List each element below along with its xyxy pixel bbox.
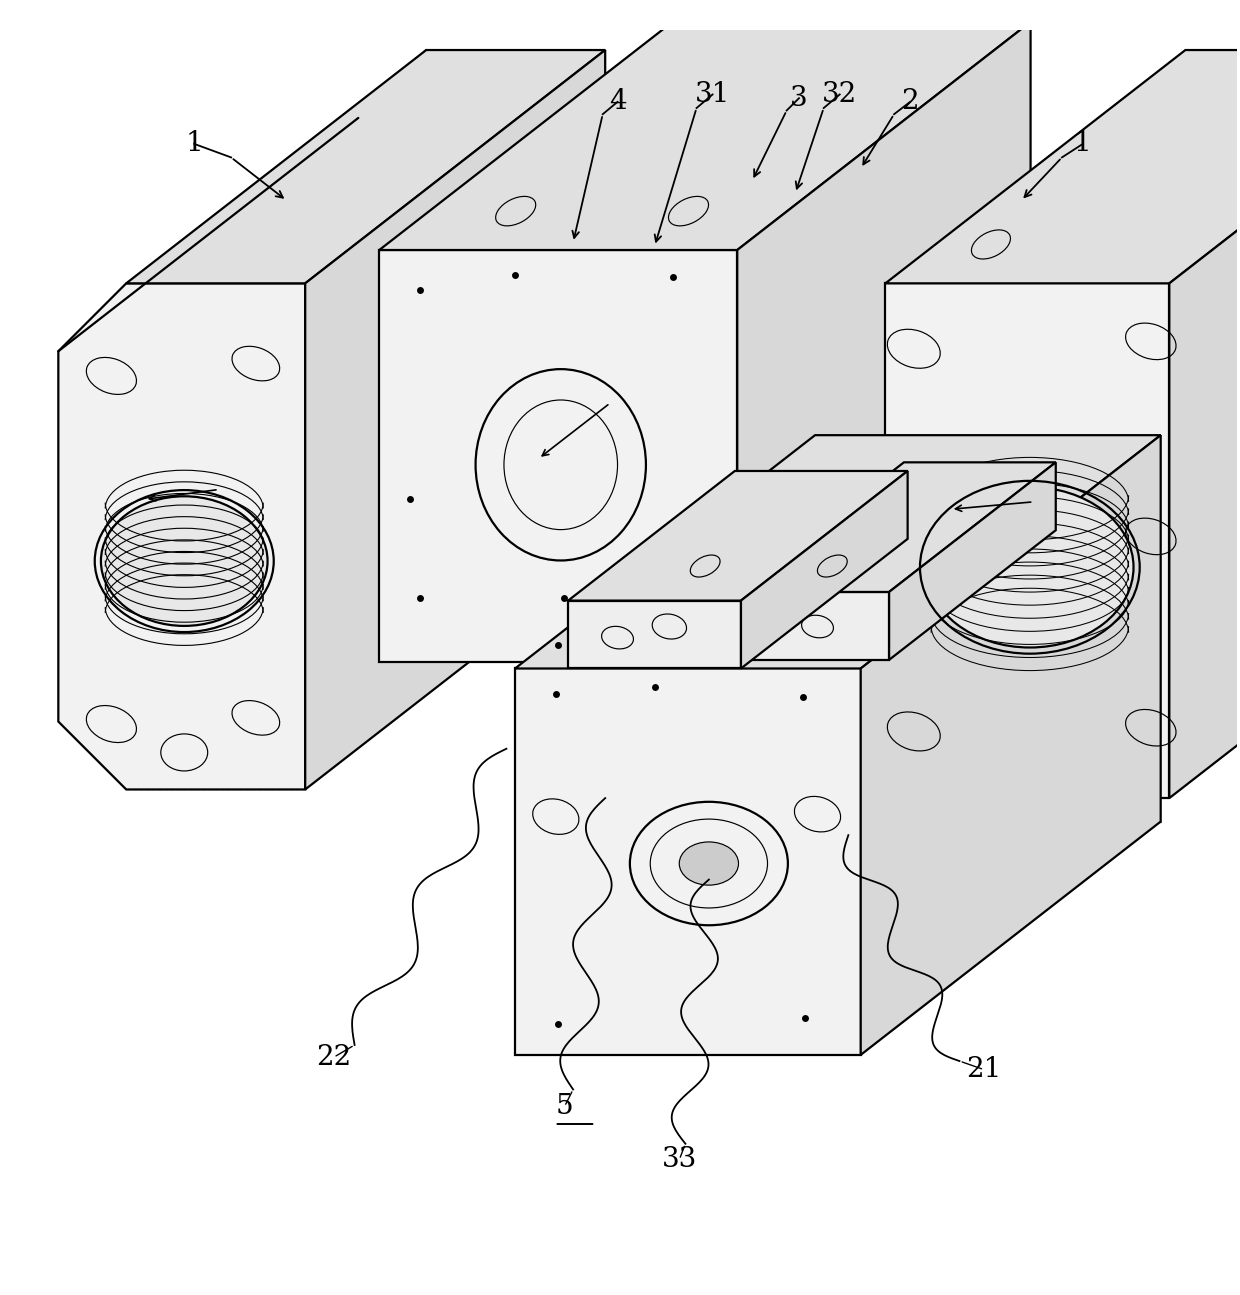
Text: 5: 5: [556, 1093, 573, 1120]
Text: 21: 21: [966, 1057, 1002, 1083]
Text: 3: 3: [790, 84, 807, 111]
Polygon shape: [379, 250, 738, 662]
Polygon shape: [568, 601, 742, 668]
Polygon shape: [305, 51, 605, 790]
Polygon shape: [515, 668, 861, 1055]
Polygon shape: [1169, 51, 1240, 798]
Text: 1: 1: [1074, 131, 1091, 158]
Text: 33: 33: [662, 1146, 697, 1173]
Ellipse shape: [680, 842, 739, 884]
Ellipse shape: [100, 496, 268, 625]
Text: 31: 31: [694, 82, 730, 107]
Polygon shape: [379, 22, 1030, 250]
Polygon shape: [889, 462, 1055, 660]
Polygon shape: [885, 284, 1169, 798]
Polygon shape: [742, 471, 908, 668]
Polygon shape: [885, 51, 1240, 284]
Polygon shape: [738, 592, 889, 660]
Text: 2: 2: [901, 88, 919, 115]
Text: 22: 22: [316, 1044, 351, 1071]
Polygon shape: [861, 435, 1161, 1055]
Polygon shape: [568, 471, 908, 601]
Ellipse shape: [926, 487, 1133, 648]
Polygon shape: [515, 435, 1161, 668]
Text: 4: 4: [609, 88, 626, 115]
Polygon shape: [58, 284, 305, 790]
Polygon shape: [738, 462, 1055, 592]
Polygon shape: [126, 51, 605, 284]
Text: 1: 1: [185, 131, 203, 158]
Text: 32: 32: [822, 82, 857, 107]
Polygon shape: [738, 22, 1030, 662]
